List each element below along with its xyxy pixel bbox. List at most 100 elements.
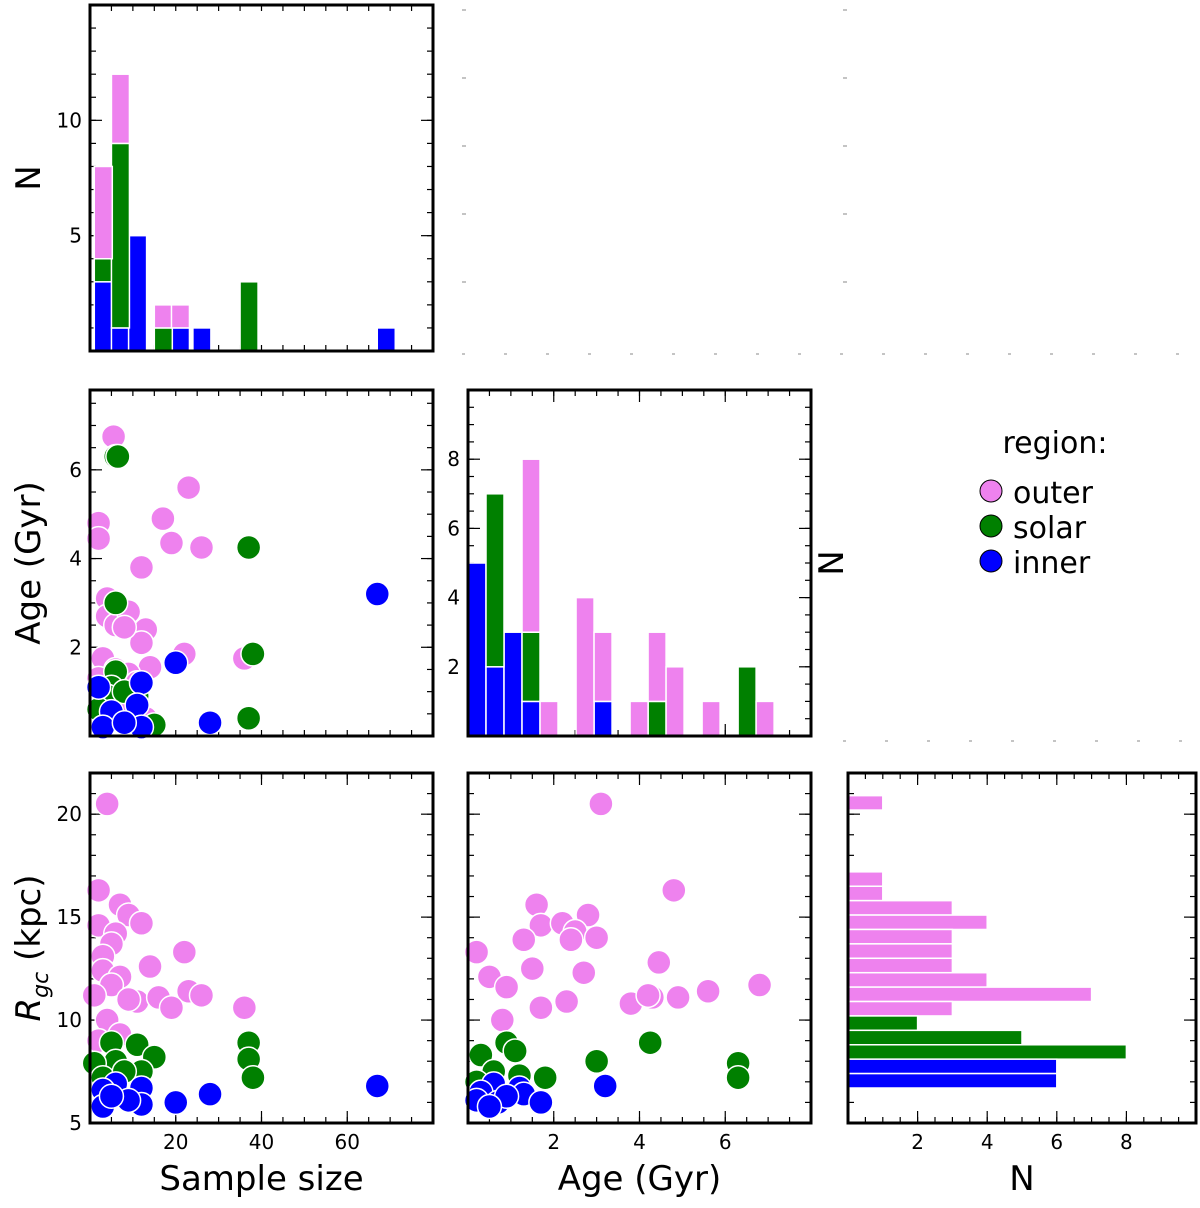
y-tick-label: 4: [447, 586, 460, 610]
bar-inner: [847, 1058, 1058, 1075]
point-outer: [746, 972, 773, 998]
bar-solar: [485, 493, 505, 668]
bar-outer: [847, 899, 954, 916]
panel-layer: 5 10 N 2 4 6 Age (Gyr) 2 4 6 8 N 5 10 15 20 20 40 60 Sample…: [9, 3, 1198, 1199]
y-tick-label: 6: [69, 458, 82, 482]
bar-outer: [701, 700, 721, 737]
point-outer: [635, 982, 661, 1009]
point-outer: [523, 892, 550, 918]
axes-frame: [466, 388, 813, 738]
bar-outer: [539, 700, 559, 737]
bar-outer: [153, 304, 174, 329]
scatter_rgc_age-panel: 2 4 6 Age (Gyr): [463, 771, 813, 1199]
legend-marker-solar: [979, 514, 1003, 538]
point-solar: [240, 1064, 266, 1091]
x-tick-label: 40: [249, 1130, 274, 1154]
bar-outer: [755, 700, 775, 737]
point-outer: [646, 949, 672, 976]
point-outer: [115, 986, 142, 1013]
point-solar: [235, 534, 262, 561]
point-solar: [105, 443, 131, 470]
bar-inner: [593, 700, 613, 737]
y-tick-label: 10: [57, 108, 82, 132]
y-axis-label: N: [9, 165, 49, 190]
point-inner: [197, 1081, 223, 1107]
point-outer: [94, 791, 120, 817]
y-axis-label: Age (Gyr): [9, 481, 49, 645]
y-tick-label: 20: [57, 802, 82, 826]
legend-title: region:: [1003, 426, 1108, 461]
bar-inner: [503, 631, 523, 737]
bar-inner: [376, 327, 397, 352]
point-solar: [240, 641, 266, 667]
legend-label-solar: solar: [1013, 511, 1087, 546]
point-outer: [150, 505, 176, 532]
point-inner: [592, 1073, 618, 1099]
y-tick-label: 4: [69, 547, 82, 571]
x-tick-label: 4: [981, 1130, 994, 1154]
y-tick-label: 2: [447, 655, 460, 679]
y-axis-label: N: [812, 550, 852, 575]
point-inner: [197, 709, 223, 736]
point-outer: [553, 988, 580, 1015]
point-inner: [98, 1083, 125, 1109]
point-inner: [364, 1073, 391, 1099]
bar-outer: [593, 631, 613, 703]
y-tick-label: 8: [447, 447, 460, 471]
point-inner: [163, 650, 189, 676]
point-solar: [102, 590, 129, 616]
x-tick-label: 6: [1050, 1130, 1063, 1154]
bar-inner: [170, 327, 191, 352]
point-outer: [510, 927, 537, 953]
x-axis-label: N: [1009, 1159, 1034, 1199]
x-tick-label: 20: [163, 1130, 188, 1154]
bar-solar: [93, 257, 114, 283]
point-outer: [188, 534, 215, 561]
point-outer: [661, 877, 687, 904]
x-tick-label: 6: [719, 1130, 732, 1154]
point-solar: [532, 1064, 558, 1091]
x-tick-label: 4: [633, 1130, 646, 1154]
bar-inner: [485, 666, 505, 737]
y-tick-label: 15: [57, 905, 82, 929]
point-outer: [158, 994, 185, 1021]
bar-outer: [847, 871, 884, 887]
axes-frame: [88, 388, 435, 738]
scatter_rgc_size-panel: 5 10 15 20 20 40 60 Sample size Rgc (kpc): [9, 771, 435, 1199]
bar-solar: [521, 631, 541, 703]
bar-inner: [467, 562, 487, 737]
point-solar: [725, 1064, 751, 1091]
point-solar: [124, 1032, 150, 1058]
point-outer: [665, 984, 691, 1011]
point-inner: [528, 1089, 554, 1116]
bar-outer: [665, 666, 685, 737]
point-outer: [111, 614, 138, 641]
legend-label-outer: outer: [1013, 476, 1094, 511]
point-solar: [637, 1029, 663, 1056]
point-inner: [128, 670, 155, 696]
bar-solar: [847, 1015, 919, 1032]
point-outer: [158, 530, 185, 556]
point-outer: [128, 910, 155, 937]
bar-outer: [847, 986, 1093, 1003]
point-inner: [111, 709, 138, 736]
bar-inner: [521, 700, 541, 737]
bar-outer: [847, 885, 884, 902]
y-tick-label: 5: [69, 1111, 82, 1135]
point-outer: [85, 525, 112, 552]
y-tick-label: 5: [69, 224, 82, 248]
point-outer: [188, 982, 215, 1009]
point-inner: [364, 581, 391, 607]
point-outer: [137, 953, 163, 980]
bar-inner: [127, 234, 148, 352]
bar-solar: [847, 1029, 1023, 1046]
point-outer: [528, 994, 554, 1021]
point-outer: [695, 978, 721, 1004]
x-tick-label: 60: [335, 1130, 360, 1154]
point-outer: [489, 1007, 516, 1033]
point-inner: [85, 674, 112, 700]
x-axis-label: Age (Gyr): [558, 1159, 722, 1199]
point-solar: [502, 1038, 528, 1064]
